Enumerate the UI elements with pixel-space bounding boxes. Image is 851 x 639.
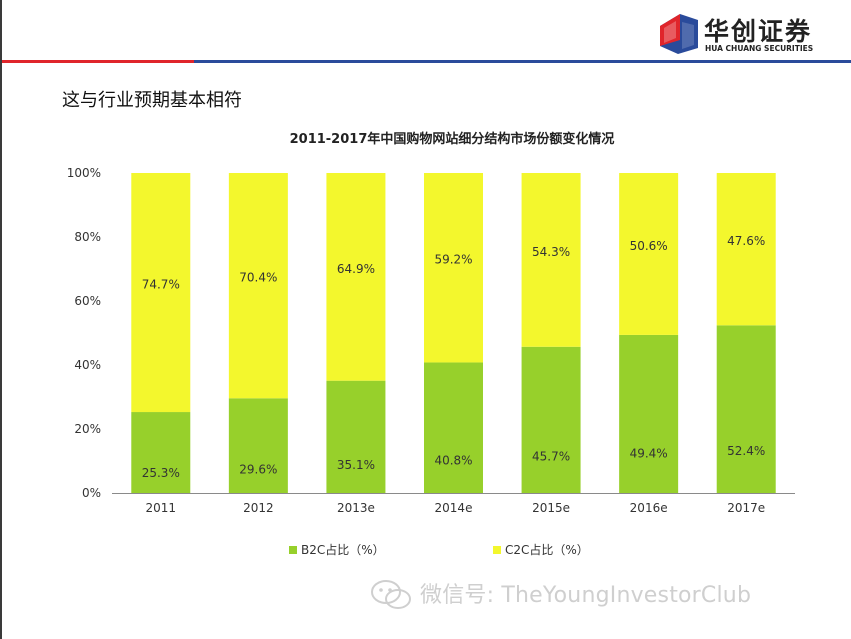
data-label: 59.2% [434, 253, 472, 267]
bar-segment-b2c [619, 334, 679, 493]
x-tick-label: 2013e [337, 501, 375, 515]
bar-segment-b2c [716, 325, 776, 493]
x-tick-label: 2017e [727, 501, 765, 515]
bar-segment-b2c [131, 412, 191, 493]
bar-segment-c2c [326, 173, 386, 381]
data-label: 70.4% [239, 271, 277, 285]
bar-segment-c2c [228, 173, 288, 399]
data-label: 74.7% [142, 278, 180, 292]
x-tick-label: 2011 [146, 501, 177, 515]
y-tick-label: 80% [74, 230, 101, 244]
logo-mark-icon [660, 14, 698, 54]
x-tick-label: 2014e [435, 501, 473, 515]
header-rule-blue [194, 60, 851, 63]
data-label: 29.6% [239, 462, 277, 476]
bar-segment-c2c [131, 173, 191, 413]
data-label: 47.6% [727, 234, 765, 248]
left-border [0, 0, 2, 639]
x-tick-label: 2015e [532, 501, 570, 515]
bar-segment-c2c [716, 173, 776, 326]
data-label: 45.7% [532, 449, 570, 463]
x-tick-label: 2012 [243, 501, 274, 515]
y-tick-label: 20% [74, 422, 101, 436]
data-label: 25.3% [142, 466, 180, 480]
x-tick-label: 2016e [630, 501, 668, 515]
watermark-text: 微信号: TheYoungInvestorClub [420, 583, 752, 608]
y-tick-label: 0% [82, 486, 101, 500]
data-label: 50.6% [630, 239, 668, 253]
y-tick-label: 100% [67, 166, 101, 180]
y-tick-label: 40% [74, 358, 101, 372]
data-label: 52.4% [727, 444, 765, 458]
company-logo: 华创证券 HUA CHUANG SECURITIES [656, 12, 846, 56]
legend-label-c2c: C2C占比（%） [505, 542, 589, 557]
bar-segment-c2c [521, 173, 581, 347]
data-label: 40.8% [434, 453, 472, 467]
bar-segment-b2c [424, 362, 483, 493]
header-rule-red [2, 60, 194, 63]
slide-title: 这与行业预期基本相符 [62, 90, 242, 111]
bar-segment-b2c [326, 380, 386, 493]
data-label: 54.3% [532, 245, 570, 259]
legend-swatch-b2c [289, 546, 297, 554]
chart-title: 2011-2017年中国购物网站细分结构市场份额变化情况 [290, 131, 615, 147]
legend-swatch-c2c [493, 546, 501, 554]
data-label: 64.9% [337, 262, 375, 276]
data-label: 49.4% [630, 446, 668, 460]
bar-segment-b2c [228, 398, 288, 493]
logo-text-en: HUA CHUANG SECURITIES [705, 44, 814, 53]
data-label: 35.1% [337, 458, 375, 472]
bar-segment-c2c [424, 173, 483, 363]
bar-segment-b2c [521, 346, 581, 493]
y-tick-label: 60% [74, 294, 101, 308]
wechat-icon [371, 580, 411, 609]
legend-label-b2c: B2C占比（%） [301, 542, 385, 557]
bar-segment-c2c [619, 173, 679, 335]
logo-text-cn: 华创证券 [704, 17, 813, 46]
